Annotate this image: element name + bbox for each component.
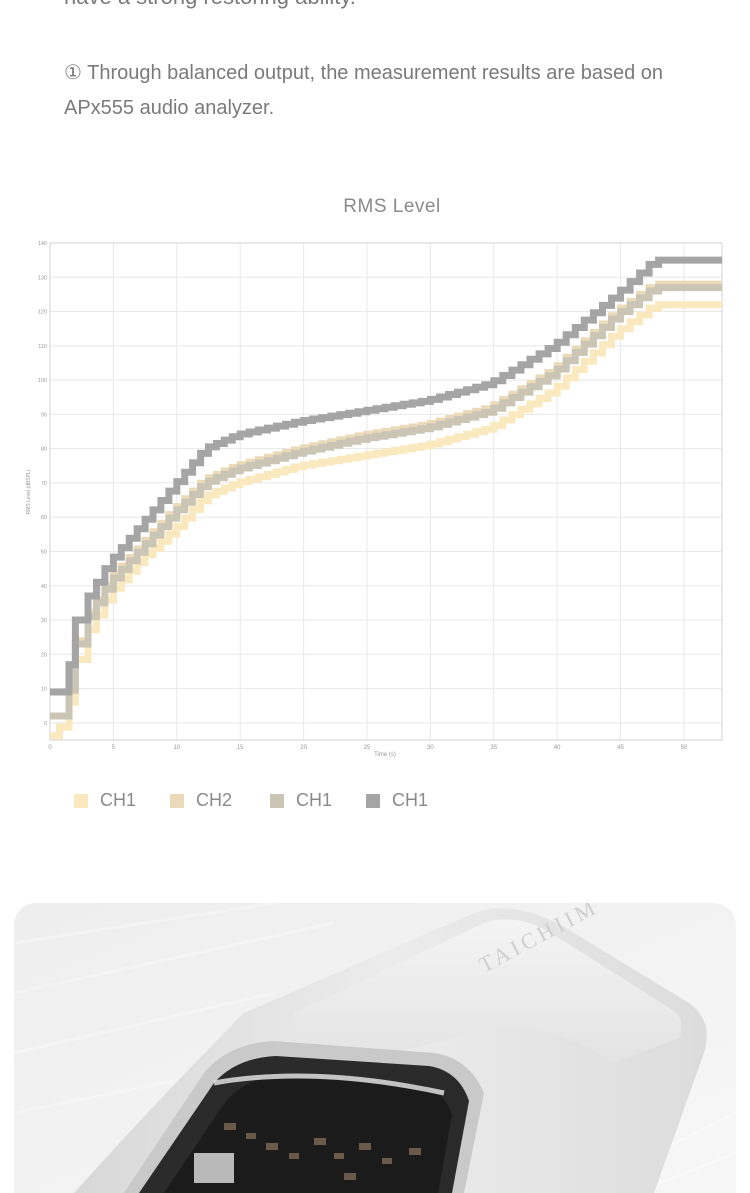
legend-swatch [270,793,285,808]
y-tick-label: 130 [38,275,47,281]
chart-title: RMS Level [343,196,441,217]
legend-label: CH1 [100,790,137,810]
y-tick-label: 50 [41,549,47,555]
y-tick-label: 80 [41,447,47,453]
y-tick-label: 30 [41,618,47,624]
series-line [50,256,722,696]
x-tick-label: 5 [112,745,116,751]
y-axis-label: RMS Level (dBSPL) [26,469,32,514]
x-tick-label: 15 [237,745,244,751]
legend-item: CH1 [366,790,428,811]
y-tick-label: 70 [41,481,47,487]
dongle-illustration: TAICHIIM [14,903,736,1193]
y-tick-label: 40 [41,584,47,590]
series-line [50,284,722,720]
x-axis-label: Time (s) [374,752,396,758]
x-tick-label: 45 [617,745,624,751]
x-tick-label: 40 [554,745,561,751]
legend-swatch [366,793,381,808]
x-tick-label: 30 [427,745,434,751]
y-tick-label: 110 [38,344,47,350]
chart-series [50,256,722,740]
y-tick-label: 0 [44,721,47,727]
legend-item: CH2 [170,790,232,811]
legend-label: CH1 [296,790,333,810]
x-tick-label: 20 [300,745,307,751]
y-tick-label: 140 [38,241,47,247]
chart-ticks: 0 5 10 15 20 25 30 35 40 45 50 0 10 20 30 40 50 60 70 80 90 1… [38,241,688,751]
y-tick-label: 100 [38,378,47,384]
legend-item: CH1 [74,790,136,811]
x-tick-label: 50 [681,745,688,751]
x-tick-label: 25 [364,745,371,751]
rms-level-chart: 0 5 10 15 20 25 30 35 40 45 50 0 10 20 30 40 50 60 70 80 90 1… [26,241,723,758]
legend-label: CH2 [196,790,233,810]
series-line [50,301,722,740]
x-tick-label: 0 [48,745,52,751]
y-tick-label: 10 [41,687,47,693]
legend-swatch [170,793,185,808]
x-tick-label: 10 [173,745,180,751]
measurement-note: ① Through balanced output, the measureme… [64,62,664,119]
plot-frame [49,242,723,741]
intro-text-fragment: have a strong restoring ability. [64,0,356,10]
chart-legend: CH1 CH2 CH1 CH1 [74,790,428,811]
legend-swatch [74,793,88,808]
series-line [50,280,722,720]
y-tick-label: 20 [41,652,47,658]
legend-label: CH1 [392,790,429,810]
product-photo: TAICHIIM [14,903,736,1193]
x-tick-label: 35 [490,745,497,751]
y-tick-label: 120 [38,310,47,316]
y-tick-label: 90 [41,412,47,418]
legend-item: CH1 [270,790,332,811]
y-tick-label: 60 [41,515,47,521]
